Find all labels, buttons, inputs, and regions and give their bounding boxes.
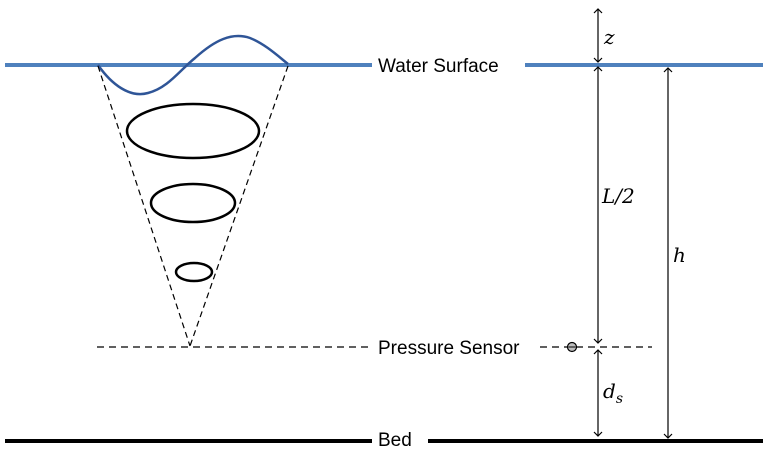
cone-right-edge (189, 65, 289, 347)
sensor-icon (566, 341, 578, 353)
z-symbol: z (603, 25, 615, 49)
pressure-sensor-label: Pressure Sensor (378, 338, 520, 359)
cone-left-edge (97, 65, 191, 347)
sensor-height-subscript: s (616, 391, 623, 407)
half-length-symbol: L/2 (601, 184, 635, 208)
bed-label: Bed (378, 430, 412, 451)
orbit-ellipse-small (174, 261, 214, 283)
wave-profile (96, 34, 289, 96)
orbit-ellipse-large (125, 102, 261, 160)
sensor-height-base: d (603, 379, 616, 403)
orbit-ellipse-medium (149, 182, 237, 224)
sensor-height-symbol: ds (603, 379, 623, 407)
water-surface-label: Water Surface (378, 56, 499, 77)
depth-symbol: h (673, 243, 686, 267)
